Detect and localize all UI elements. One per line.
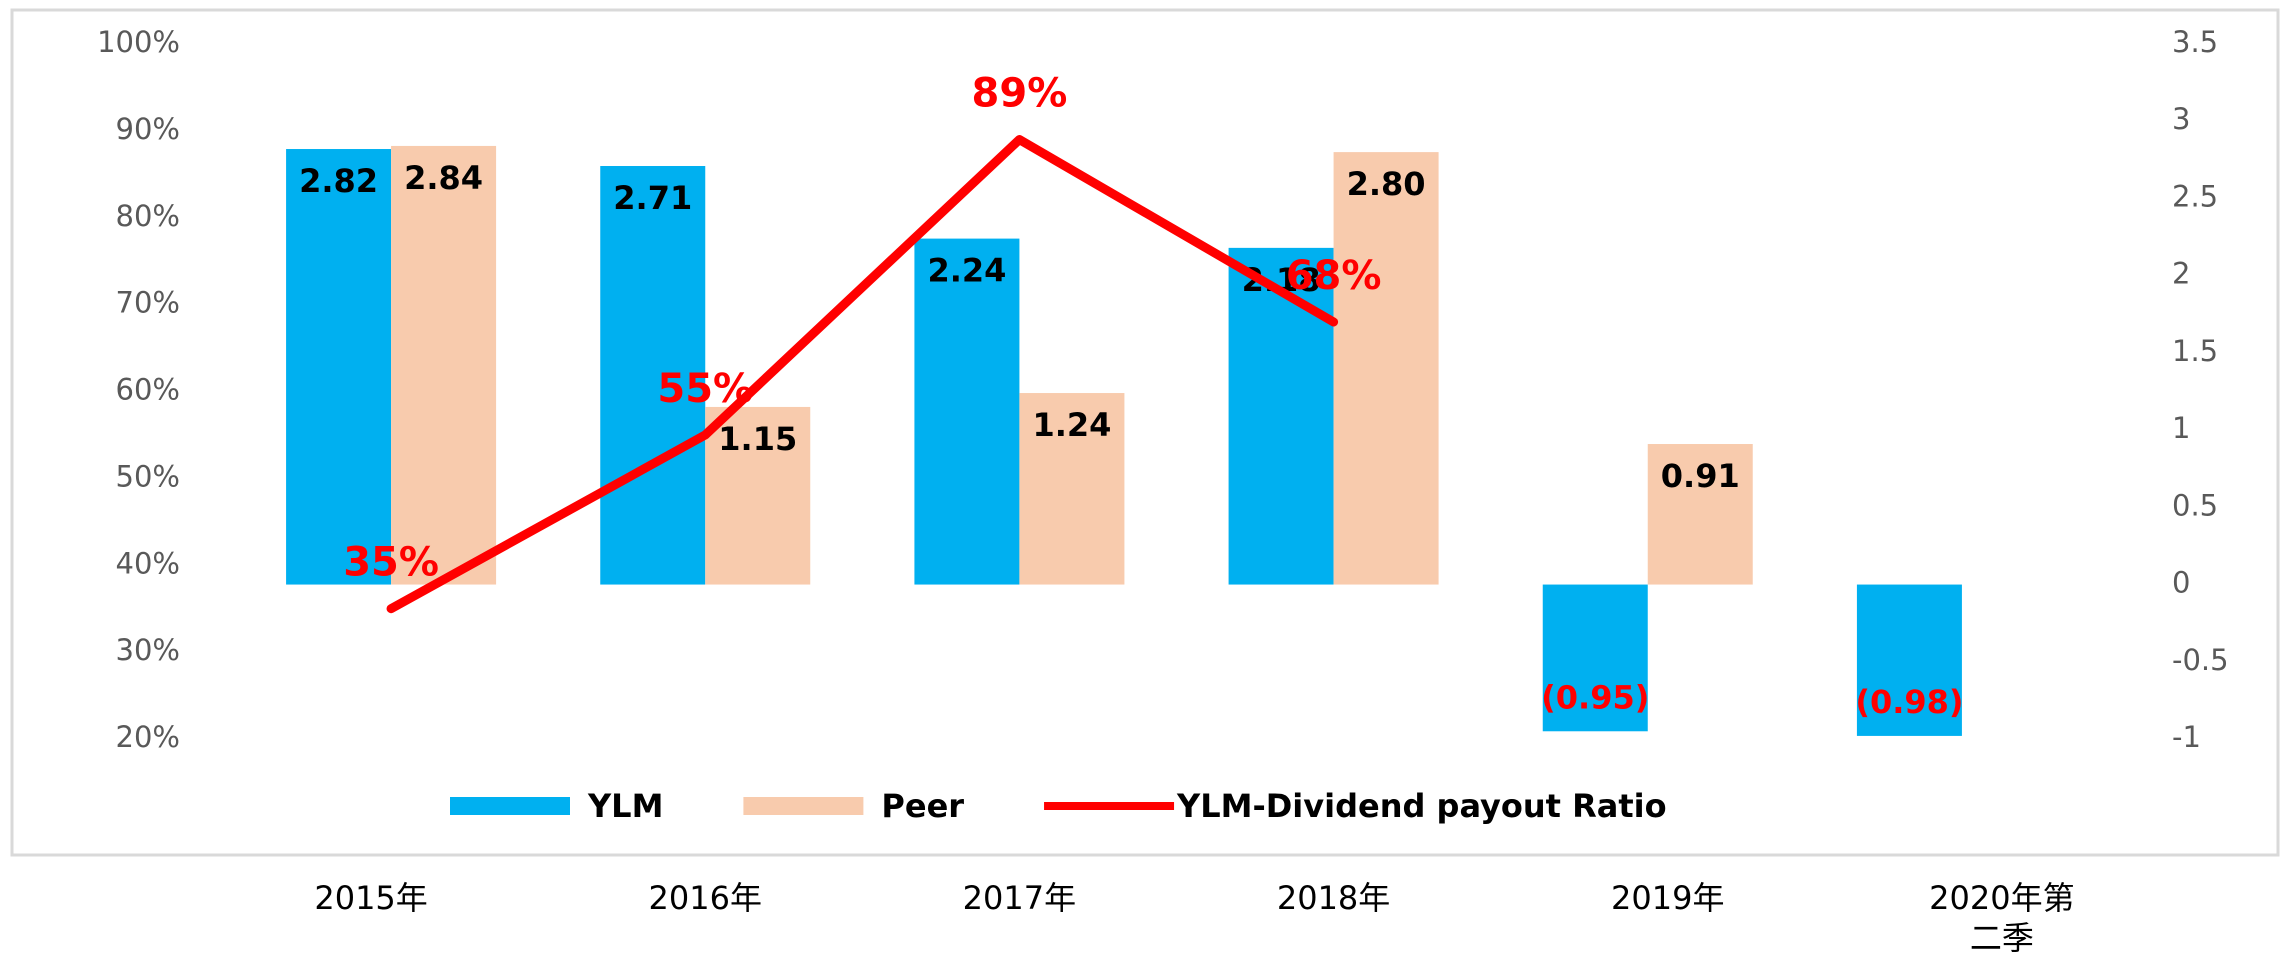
bar: [286, 149, 392, 585]
y2-tick-label: 3.5: [2172, 25, 2218, 59]
line-value-label: 55%: [657, 366, 753, 412]
y-tick-label: 40%: [116, 546, 180, 580]
y-tick-label: 50%: [116, 459, 180, 493]
bar-value-label: 1.24: [1032, 406, 1111, 444]
x-tick-label: 2019年: [1611, 879, 1725, 917]
bar-value-label: 2.80: [1347, 165, 1426, 203]
x-tick-label: 2016年: [648, 879, 762, 917]
bar-value-label: 0.91: [1661, 457, 1740, 495]
y2-tick-label: 0: [2172, 566, 2190, 600]
y2-tick-label: 1: [2172, 411, 2190, 445]
y-tick-label: 100%: [97, 25, 180, 59]
bar: [705, 406, 811, 585]
x-tick-label: 2017年: [962, 879, 1077, 917]
bar-value-label: 2.82: [299, 162, 378, 200]
y-tick-label: 80%: [116, 199, 180, 233]
legend-label: Peer: [881, 787, 964, 825]
y2-tick-label: 2.5: [2172, 179, 2218, 213]
line-value-label: 68%: [1286, 253, 1382, 299]
y2-tick-label: 1.5: [2172, 334, 2218, 368]
bar-value-label: (0.95): [1541, 678, 1649, 716]
y2-tick-label: 0.5: [2172, 488, 2218, 522]
line: [386, 135, 1339, 614]
x-tick-label: 2018年: [1276, 879, 1391, 917]
legend-label: YLM: [587, 787, 663, 825]
bar-value-label: 2.71: [613, 179, 692, 217]
y-tick-label: 30%: [116, 633, 180, 667]
bar: [391, 145, 497, 585]
bar-value-label: 2.84: [404, 159, 483, 197]
x-tick-label: 2020年第二季: [1929, 879, 2075, 957]
bar: [914, 238, 1020, 585]
bar: [1019, 393, 1125, 585]
y2-tick-label: 2: [2172, 257, 2190, 291]
line-value-label: 35%: [343, 540, 439, 586]
bar: [1333, 152, 1439, 585]
bar-value-label: 1.15: [718, 420, 797, 458]
y2-tick-label: -0.5: [2172, 643, 2229, 677]
bar-value-label: 2.24: [927, 252, 1006, 290]
y2-tick-label: -1: [2172, 720, 2201, 754]
bar-value-label: (0.98): [1855, 683, 1963, 721]
y2-tick-label: 3: [2172, 102, 2190, 136]
bar: [1647, 444, 1753, 585]
line-value-label: 89%: [972, 71, 1068, 117]
bar: [1228, 247, 1334, 585]
y-tick-label: 20%: [116, 720, 180, 754]
legend-swatch: [450, 797, 570, 815]
bar: [1856, 584, 1962, 736]
legend-label: YLM-Dividend payout Ratio: [1176, 787, 1667, 825]
x-tick-label: 2015年: [314, 879, 428, 917]
y-tick-label: 90%: [116, 112, 180, 146]
legend-swatch: [743, 797, 864, 815]
bar: [1542, 584, 1648, 732]
bar: [600, 166, 706, 585]
y-tick-label: 70%: [116, 286, 180, 320]
y-tick-label: 60%: [116, 373, 180, 407]
